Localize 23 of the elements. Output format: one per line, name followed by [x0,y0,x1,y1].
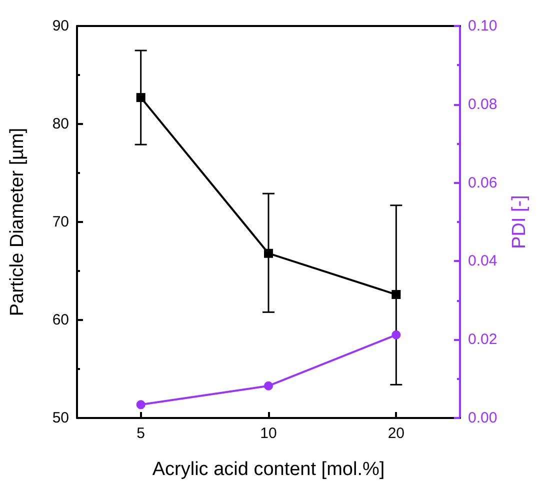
y2-tick-label: 0.10 [468,18,498,34]
x-tick-label: 20 [388,425,405,442]
y-axis-title: Particle Diameter [µm] [7,128,28,316]
y-tick-label: 50 [52,410,69,426]
point [264,248,273,258]
y-tick-label: 80 [52,116,69,132]
x-tick-label: 10 [260,425,277,442]
point [392,290,401,300]
y2-tick-label: 0.06 [468,174,498,192]
point [264,381,273,390]
point [136,93,146,102]
y-tick-label: 70 [52,214,69,230]
x-axis-title: Acrylic acid content [mol.%] [152,459,385,480]
y2-axis-title: PDI [-] [509,195,530,249]
y-tick-label: 60 [52,312,69,328]
y-tick-label: 90 [52,18,69,34]
x-tick-label: 5 [136,425,146,442]
y2-tick-label: 0.04 [468,252,498,270]
y2-tick-label: 0.00 [468,410,498,426]
point [136,400,146,410]
y2-tick-label: 0.08 [468,96,498,113]
y2-tick-label: 0.02 [468,331,498,348]
point [392,330,401,340]
